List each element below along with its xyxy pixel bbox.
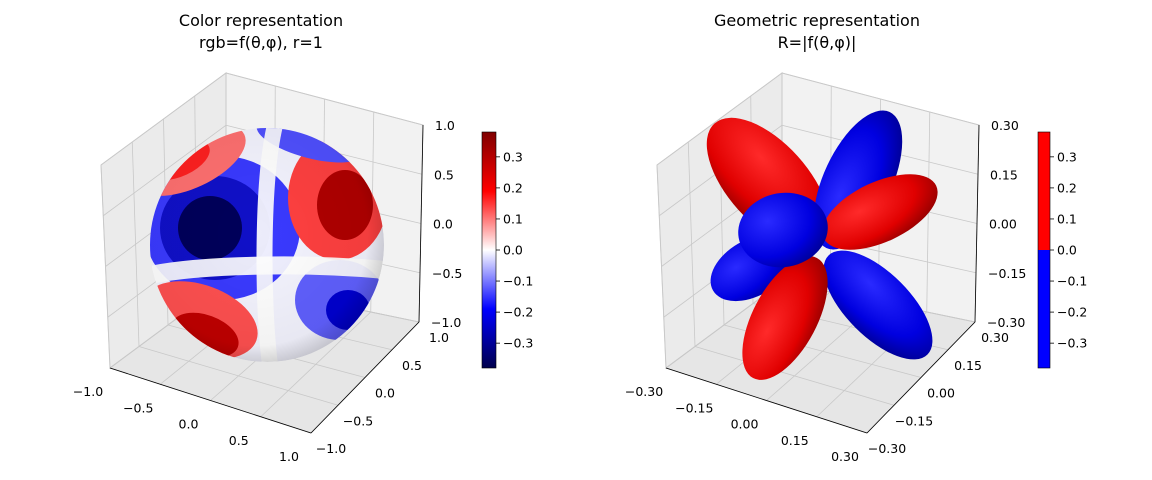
left-x-tick-label: 0.0 [179,417,199,432]
right-x-tick-label: 0.00 [731,417,759,432]
left-z-tick-label: 0.0 [433,217,453,232]
left-z-tick-label: −1.0 [431,315,461,330]
lobe-blue-center [738,192,828,268]
left-colorbar-tick-label: 0.1 [503,211,523,226]
right-y-tick-label: −0.30 [868,441,906,456]
left-colorbar-body [481,131,497,369]
left-y-tick-label: 0.5 [402,358,422,373]
right-x-tick-label: −0.30 [625,384,663,399]
right-title: Geometric representation R=|f(θ,φ)| [667,10,967,54]
right-x-axis-line [665,367,868,434]
right-colorbar-tick-label: −0.1 [1057,274,1087,289]
left-colorbar-tick-label: −0.3 [503,336,533,351]
right-y-axis-line [866,321,976,434]
right-title-line2: R=|f(θ,φ)| [777,33,857,52]
right-z-axis-line [974,124,980,323]
right-colorbar: 0.3 0.2 0.1 0.0 −0.1 −0.2 −0.3 [1037,131,1087,369]
left-colorbar-tick-label: 0.3 [503,149,523,164]
right-lobes-surface [706,110,938,380]
left-y-tick-label: −1.0 [316,441,346,456]
right-colorbar-tick-label: 0.1 [1057,211,1077,226]
right-y-tick-label: 0.00 [927,386,955,401]
right-colorbar-tick-label: −0.2 [1057,305,1087,320]
right-y-tick-label: 0.30 [981,330,1009,345]
left-z-tick-label: −0.5 [432,266,462,281]
left-title-line2: rgb=f(θ,φ), r=1 [199,33,323,52]
left-sphere-surface [150,128,384,362]
lobe-red-lower-left [742,256,828,380]
left-y-tick-label: 0.0 [375,386,395,401]
left-y-tick-label: 1.0 [429,330,449,345]
left-colorbar-tick-label: 0.0 [503,243,523,258]
left-colorbar-ticks: 0.3 0.2 0.1 0.0 −0.1 −0.2 −0.3 [496,149,533,351]
right-axes [656,72,980,434]
right-y-tick-label: −0.15 [895,413,933,428]
right-z-tick-label: 0.15 [990,167,1018,182]
right-colorbar-negative [1038,250,1050,368]
right-colorbar-tick-label: 0.2 [1057,180,1077,195]
left-z-tick-label: 0.5 [434,167,454,182]
left-x-tick-label: −0.5 [123,400,153,415]
lobe-red-right [822,174,938,250]
right-tick-labels: −0.30−0.150.000.150.30−0.30−0.150.000.15… [625,118,1026,464]
left-y-axis-line [310,321,420,434]
right-colorbar-tick-label: 0.3 [1057,149,1077,164]
left-x-tick-label: 0.5 [229,433,249,448]
right-colorbar-ticks: 0.3 0.2 0.1 0.0 −0.1 −0.2 −0.3 [1050,149,1087,351]
left-z-axis-line [418,124,424,323]
right-title-line1: Geometric representation [714,11,920,30]
left-colorbar-tick-label: −0.2 [503,305,533,320]
left-z-tick-label: 1.0 [435,118,455,133]
right-z-tick-label: −0.15 [988,266,1026,281]
right-x-tick-label: 0.15 [781,433,809,448]
left-x-tick-label: −1.0 [73,384,103,399]
right-colorbar-positive [1038,132,1050,250]
left-colorbar-tick-label: −0.1 [503,274,533,289]
right-x-tick-label: 0.30 [831,449,859,464]
right-z-tick-label: −0.30 [987,315,1025,330]
left-x-axis-line [109,367,312,434]
left-title: Color representation rgb=f(θ,φ), r=1 [111,10,411,54]
left-tick-labels: −1.0−0.50.00.51.0−1.0−0.50.00.51.0−1.0−0… [73,118,463,464]
right-colorbar-tick-label: 0.0 [1057,243,1077,258]
left-title-line1: Color representation [178,11,344,30]
left-x-tick-label: 1.0 [279,449,299,464]
right-z-tick-label: 0.30 [991,118,1019,133]
right-y-tick-label: 0.15 [954,358,982,373]
right-x-tick-label: −0.15 [675,400,713,415]
lobe-blue-lower-right [823,250,933,360]
left-y-tick-label: −0.5 [343,413,373,428]
right-z-tick-label: 0.00 [989,217,1017,232]
left-colorbar-tick-label: 0.2 [503,180,523,195]
right-colorbar-tick-label: −0.3 [1057,336,1087,351]
left-colorbar: 0.3 0.2 0.1 0.0 −0.1 −0.2 −0.3 [481,131,533,369]
